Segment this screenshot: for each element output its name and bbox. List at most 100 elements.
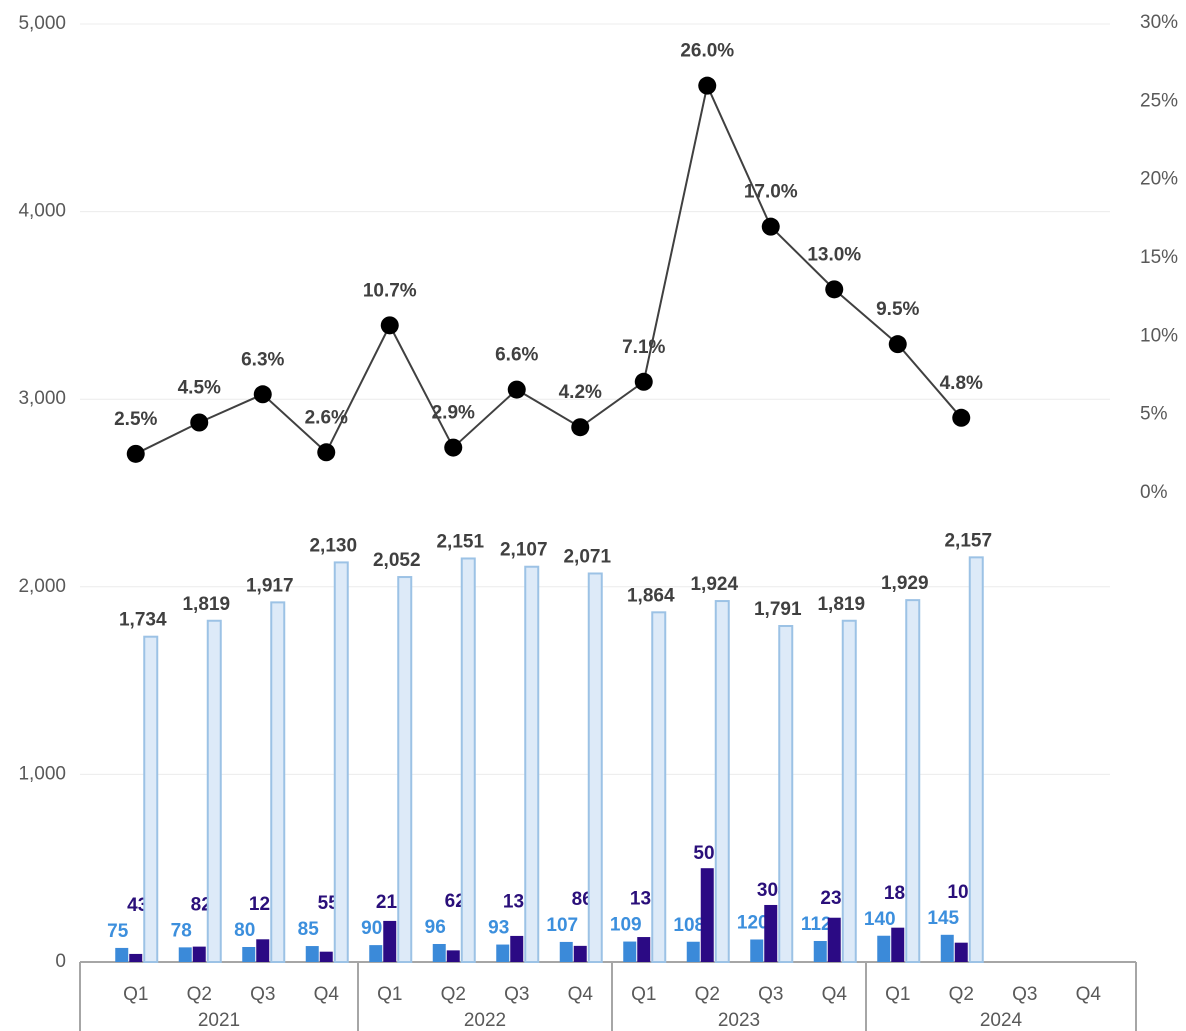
bar: [905, 599, 921, 964]
x-tick-label: Q1: [377, 984, 402, 1005]
data-label: 4.5%: [178, 378, 221, 399]
data-label: 1,917: [246, 575, 294, 596]
data-label: 62: [445, 891, 466, 912]
data-label: 78: [171, 920, 192, 941]
x-tick-label: Q4: [568, 984, 594, 1005]
bar: [573, 945, 587, 962]
x-tick-label: Q3: [504, 984, 529, 1005]
bar: [143, 635, 159, 963]
y2-tick-label: 15%: [1140, 247, 1178, 268]
x-tick-label: Q1: [885, 984, 910, 1005]
bar: [510, 935, 524, 962]
x-tick-label: Q3: [250, 984, 275, 1005]
bar: [827, 917, 841, 962]
bar: [115, 947, 129, 962]
data-label: 10.7%: [363, 280, 417, 301]
bar: [700, 868, 714, 962]
y-tick-label: 2,000: [18, 576, 66, 597]
bar: [651, 611, 667, 963]
data-label: 17.0%: [744, 182, 798, 203]
data-label: 1,864: [627, 585, 675, 606]
marker: [634, 372, 653, 391]
data-label: 93: [488, 918, 509, 939]
data-label: 2,107: [500, 540, 548, 561]
group-label: 2022: [464, 1010, 506, 1031]
bar: [206, 619, 222, 963]
bar: [891, 927, 905, 962]
bar: [587, 572, 603, 963]
group-label: 2023: [718, 1010, 760, 1031]
bar: [954, 942, 968, 962]
data-label: 1,819: [817, 594, 865, 615]
bar: [129, 953, 143, 962]
data-label: 13.0%: [807, 244, 861, 265]
bar: [333, 561, 349, 963]
data-label: 109: [610, 915, 642, 936]
bar: [841, 619, 857, 963]
bar: [940, 934, 954, 962]
data-label: 90: [361, 918, 382, 939]
y2-tick-label: 20%: [1140, 169, 1178, 190]
data-label: 2,071: [563, 546, 611, 567]
x-tick-label: Q2: [695, 984, 720, 1005]
data-label: 145: [927, 908, 959, 929]
bar: [192, 946, 206, 962]
data-label: 107: [546, 915, 578, 936]
data-label: 2,157: [944, 530, 992, 551]
x-tick-label: Q2: [949, 984, 974, 1005]
y2-tick-label: 10%: [1140, 325, 1178, 346]
data-label: 1,924: [690, 574, 738, 595]
data-label: 80: [234, 920, 255, 941]
bar: [446, 950, 460, 962]
x-tick-label: Q1: [123, 984, 148, 1005]
marker: [952, 408, 971, 427]
group-label: 2021: [198, 1010, 240, 1031]
marker: [698, 76, 717, 95]
bar: [559, 941, 573, 962]
x-tick-label: Q4: [1076, 984, 1102, 1005]
data-label: 4.8%: [940, 373, 983, 394]
bar: [432, 943, 446, 962]
data-label: 2,151: [436, 531, 484, 552]
bar: [369, 945, 383, 962]
x-tick-label: Q3: [758, 984, 783, 1005]
data-label: 96: [425, 917, 446, 938]
marker: [761, 217, 780, 236]
line: [135, 82, 963, 455]
data-label: 1,929: [881, 573, 929, 594]
data-label: 2,052: [373, 550, 421, 571]
data-label: 2.9%: [432, 403, 475, 424]
bar: [813, 940, 827, 962]
data-label: 9.5%: [876, 299, 919, 320]
bar: [383, 920, 397, 962]
x-tick-label: Q2: [187, 984, 212, 1005]
marker: [317, 443, 336, 462]
y2-tick-label: 25%: [1140, 90, 1178, 111]
data-label: 140: [864, 909, 896, 930]
bar: [877, 935, 891, 962]
data-label: 6.6%: [495, 345, 538, 366]
data-label: 1,791: [754, 599, 802, 620]
bar: [305, 946, 319, 962]
y-tick-label: 5,000: [18, 13, 66, 34]
data-label: 86: [572, 889, 593, 910]
marker: [126, 444, 145, 463]
y-tick-label: 1,000: [18, 763, 66, 784]
y2-tick-label: 0%: [1140, 482, 1168, 503]
bar: [637, 937, 651, 962]
marker: [253, 385, 272, 404]
y2-tick-label: 30%: [1140, 12, 1178, 33]
y2-tick-label: 5%: [1140, 404, 1168, 425]
bar: [968, 556, 984, 963]
bar: [397, 576, 413, 963]
bar: [242, 946, 256, 962]
bar: [714, 600, 730, 964]
marker: [507, 380, 526, 399]
data-label: 108: [673, 915, 705, 936]
marker: [825, 280, 844, 299]
data-label: 1,819: [182, 594, 230, 615]
data-label: 4.2%: [559, 382, 602, 403]
data-label: 1,734: [119, 610, 167, 631]
